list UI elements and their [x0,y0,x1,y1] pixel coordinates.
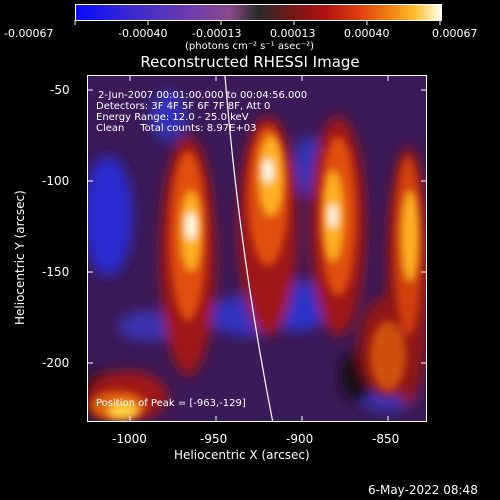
colorbar-tick-label: 0.00067 [432,27,478,40]
x-tick-label: -1000 [112,432,147,446]
colorbar-tick-label: 0.00013 [270,27,316,40]
y-axis-label: Heliocentric Y (arcsec) [13,190,27,325]
y-tick-label: -100 [42,174,70,188]
info-energy: Energy Range: 12.0 - 25.0 keV [96,112,249,123]
rhessi-image-map [88,76,426,421]
solar-limb-line [224,76,274,421]
info-time: 2-Jun-2007 00:01:00.000 to 00:04:56.000 [98,90,308,101]
colorbar-unit: (photons cm⁻² s⁻¹ asec⁻²) [185,41,315,52]
y-tick-label: -150 [42,265,70,279]
generated-timestamp: 6-May-2022 08:48 [368,483,478,497]
x-tick-label: -850 [372,432,400,446]
peak-position: Position of Peak = [-963,-129] [96,398,246,409]
colorbar-tick-label: -0.00040 [118,27,168,40]
colorbar-ticks [74,20,441,25]
info-detectors: Detectors: 3F 4F 5F 6F 7F 8F, Att 0 [96,101,271,112]
rhessi-image: 2-Jun-2007 00:01:00.000 to 00:04:56.000 … [87,75,427,422]
x-tick-label: -900 [286,432,314,446]
colorbar-tick-label: -0.00013 [192,27,242,40]
x-axis-label: Heliocentric X (arcsec) [174,448,310,462]
colorbar [75,4,442,21]
colorbar-tick-label: -0.00067 [4,27,54,40]
info-method: Clean Total counts: 8.97E+03 [96,123,257,134]
y-tick-label: -50 [50,83,70,97]
plot-title: Reconstructed RHESSI Image [140,53,360,71]
y-tick-label: -200 [42,356,70,370]
colorbar-tick-label: 0.00040 [344,27,390,40]
x-tick-label: -950 [200,432,228,446]
